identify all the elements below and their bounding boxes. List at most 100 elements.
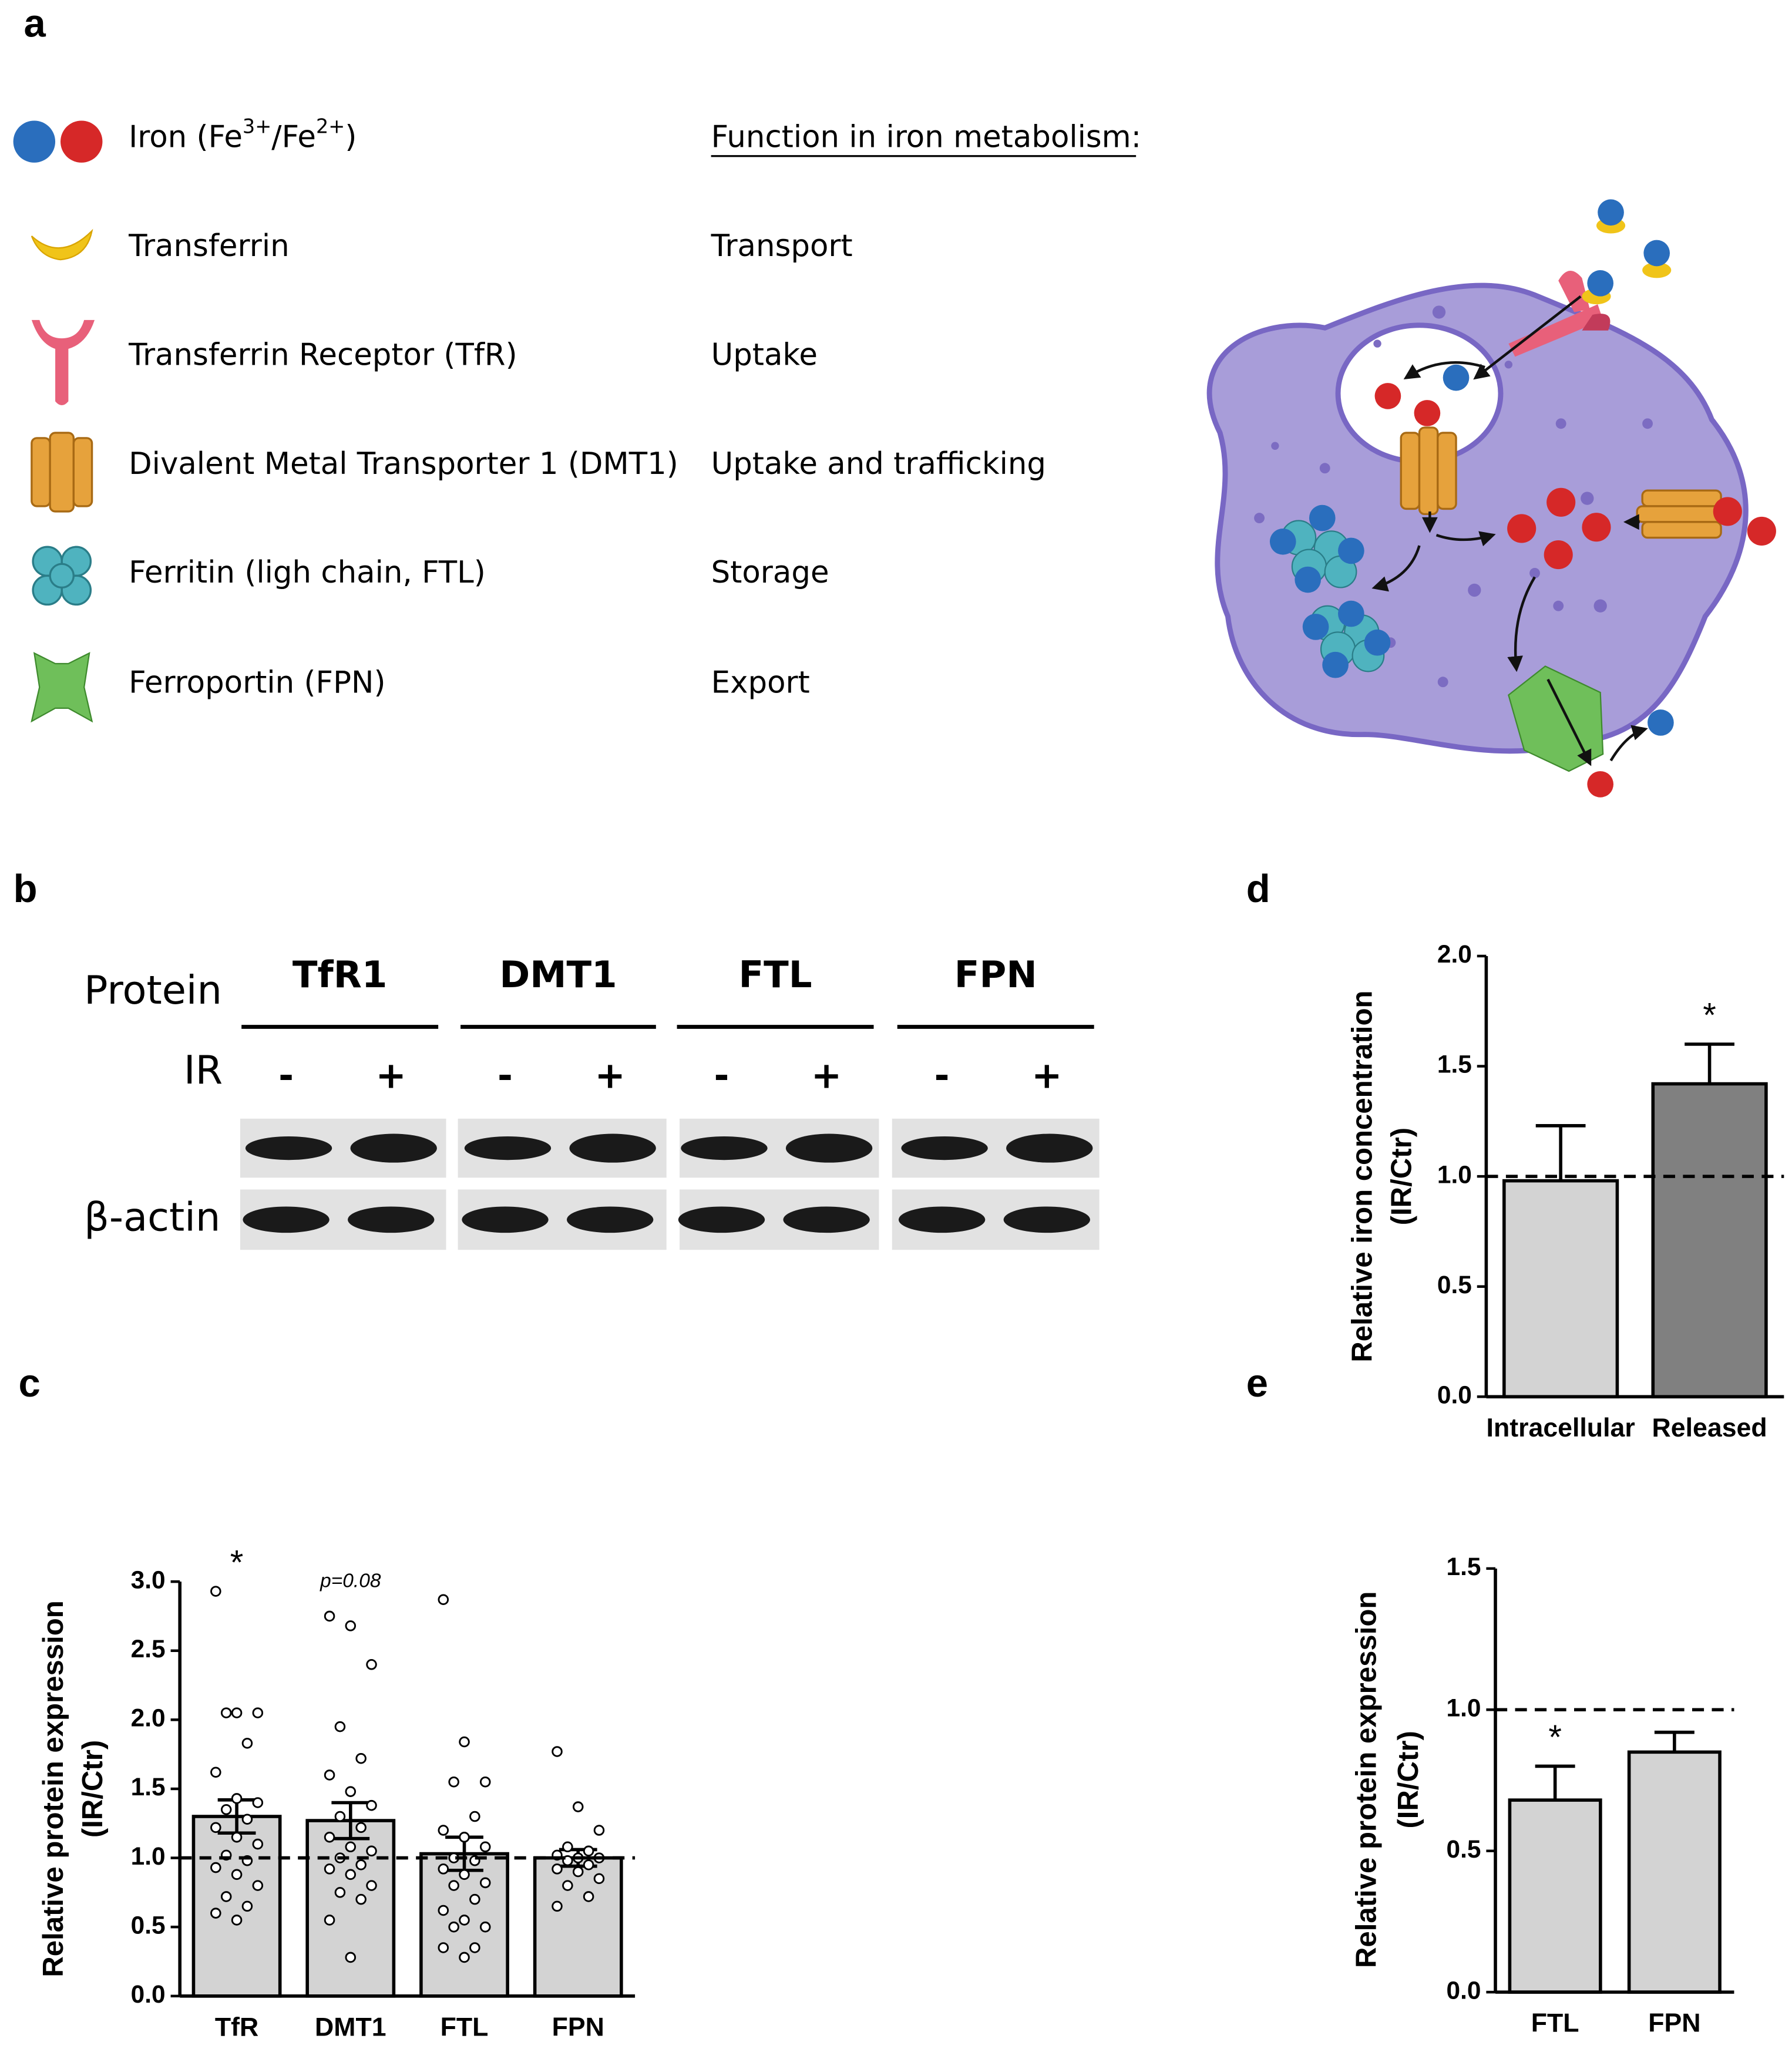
blot-condition-label: IR <box>184 1047 223 1093</box>
function-label: Uptake and trafficking <box>711 446 1046 482</box>
y-axis-label: (IR/Ctr) <box>1393 1731 1424 1828</box>
data-point <box>469 1893 480 1905</box>
blot-band <box>783 1206 870 1233</box>
y-tick-label: 0.0 <box>1447 1976 1481 2004</box>
data-point <box>324 1610 335 1622</box>
data-point <box>355 1752 367 1764</box>
legend-label-part: Iron (Fe <box>129 120 243 155</box>
data-point <box>334 1887 346 1898</box>
data-point <box>252 1880 264 1891</box>
data-point <box>593 1873 605 1885</box>
blot-band <box>348 1206 435 1233</box>
blot-band <box>678 1206 765 1233</box>
data-point <box>324 1832 335 1843</box>
data-point <box>231 1915 243 1926</box>
charts: Relative protein expression (IR/Ctr) 0.0 0.… <box>38 940 1784 2041</box>
cell-illustration <box>1206 199 1776 798</box>
data-point <box>469 1942 480 1953</box>
legend-label: Ferroportin (FPN) <box>129 665 385 701</box>
significance-label: * <box>230 1543 244 1582</box>
data-point <box>459 1832 470 1843</box>
blot-condition: + <box>811 1054 842 1097</box>
blot-band <box>243 1206 330 1233</box>
legend-label: Ferritin (ligh chain, FTL) <box>129 555 486 590</box>
legend-label: Transferrin <box>128 228 290 264</box>
data-point <box>334 1721 346 1732</box>
blot-condition: - <box>714 1054 729 1097</box>
panel-label: e <box>1246 1361 1268 1405</box>
x-tick-label: FPN <box>552 2013 604 2041</box>
function-header: Function in iron metabolism: <box>711 120 1141 155</box>
blot-protein: FPN <box>954 953 1037 996</box>
data-point <box>252 1838 264 1850</box>
data-point <box>448 1880 459 1891</box>
y-tick-label: 2.0 <box>1437 940 1472 968</box>
data-point <box>459 1869 470 1880</box>
blot-band <box>566 1206 654 1233</box>
data-point <box>572 1801 584 1812</box>
legend-icons <box>13 120 1137 723</box>
data-point <box>562 1880 573 1891</box>
data-point <box>231 1793 243 1804</box>
data-point <box>479 1776 491 1788</box>
blot-protein-label: Protein <box>84 967 222 1013</box>
error-bar <box>331 1801 370 1841</box>
legend-label-part: ) <box>345 120 357 155</box>
data-point <box>593 1825 605 1836</box>
y-tick-label: 3.0 <box>131 1566 166 1593</box>
y-tick-label: 1.0 <box>1437 1160 1472 1188</box>
data-point <box>438 1942 449 1953</box>
data-point <box>572 1866 584 1878</box>
data-point <box>438 1825 449 1836</box>
data-point <box>438 1905 449 1916</box>
y-tick-label: 1.5 <box>131 1773 166 1801</box>
data-point <box>210 1907 221 1919</box>
data-point <box>366 1659 377 1670</box>
y-axis-label: (IR/Ctr) <box>77 1740 109 1838</box>
bar <box>1502 1179 1619 1399</box>
data-point <box>438 1594 449 1605</box>
superscript: 2+ <box>316 115 345 138</box>
legend-label: Divalent Metal Transporter 1 (DMT1) <box>129 446 678 482</box>
y-axis-label: (IR/Ctr) <box>1386 1128 1418 1225</box>
blot-loading-label: β-actin <box>84 1194 220 1240</box>
blot-protein: DMT1 <box>499 953 617 996</box>
data-point <box>252 1797 264 1808</box>
x-tick-label: FTL <box>1531 2009 1579 2038</box>
panel-label: d <box>1246 867 1270 911</box>
legend-label: Transferrin Receptor (TfR) <box>128 337 517 372</box>
data-point <box>583 1859 594 1870</box>
panel-label: c <box>19 1361 41 1405</box>
significance-label: p=0.08 <box>320 1570 381 1592</box>
superscript: 3+ <box>243 115 271 138</box>
data-point <box>345 1620 357 1631</box>
data-point <box>366 1880 377 1891</box>
legend-label-part: /Fe <box>271 120 316 155</box>
y-tick-label: 2.0 <box>131 1704 166 1732</box>
y-tick-label: 0.0 <box>1437 1381 1472 1408</box>
blot-band <box>350 1133 437 1163</box>
data-point <box>324 1915 335 1926</box>
panel-label: a <box>23 1 46 45</box>
transferrin-receptor <box>1508 271 1611 357</box>
data-point <box>479 1877 491 1889</box>
blot-band <box>785 1133 873 1163</box>
blot-band <box>1003 1206 1091 1233</box>
data-point <box>231 1707 243 1718</box>
y-tick-label: 1.5 <box>1447 1553 1481 1580</box>
data-point <box>469 1811 480 1822</box>
data-point <box>345 1841 357 1853</box>
function-label: Transport <box>711 228 853 264</box>
data-point <box>459 1915 470 1926</box>
data-point <box>241 1814 253 1825</box>
x-tick-label: TfR <box>215 2013 258 2041</box>
blot-band <box>462 1206 549 1233</box>
blot-protein: TfR1 <box>292 953 387 996</box>
data-point <box>448 1776 459 1788</box>
y-axis-label: Relative protein expression <box>38 1600 69 1977</box>
data-point <box>552 1746 563 1757</box>
x-tick-label: Released <box>1652 1414 1767 1442</box>
significance-label: * <box>1548 1718 1562 1757</box>
